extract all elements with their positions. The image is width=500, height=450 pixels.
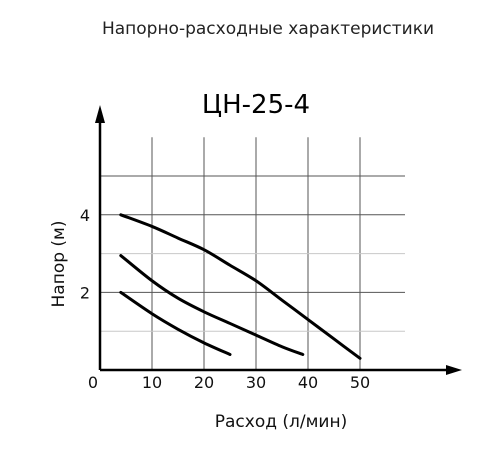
x-tick-label: 30: [246, 373, 266, 392]
chart-title: ЦН-25-4: [202, 90, 310, 120]
series-line-2: [119, 254, 305, 356]
y-axis-arrow: [95, 105, 105, 123]
grid: [100, 137, 405, 370]
y-tick-label: 4: [80, 206, 90, 225]
series-line-1: [119, 213, 362, 360]
series-group: [119, 213, 362, 360]
x-tick-label: 10: [142, 373, 162, 392]
x-tick-label: 50: [350, 373, 370, 392]
y-axis-label: Напор (м): [49, 220, 69, 307]
tick-labels: 0 10 20 30 40 50 2 4: [80, 206, 370, 392]
x-tick-label: 0: [88, 373, 98, 392]
page-header: Напорно-расходные характеристики: [102, 19, 434, 39]
x-tick-label: 20: [194, 373, 214, 392]
y-tick-label: 2: [80, 283, 90, 302]
x-axis-label: Расход (л/мин): [215, 412, 347, 432]
axes: [95, 105, 462, 375]
series-line-3: [119, 290, 232, 356]
x-tick-label: 40: [298, 373, 318, 392]
x-axis-arrow: [446, 365, 462, 375]
